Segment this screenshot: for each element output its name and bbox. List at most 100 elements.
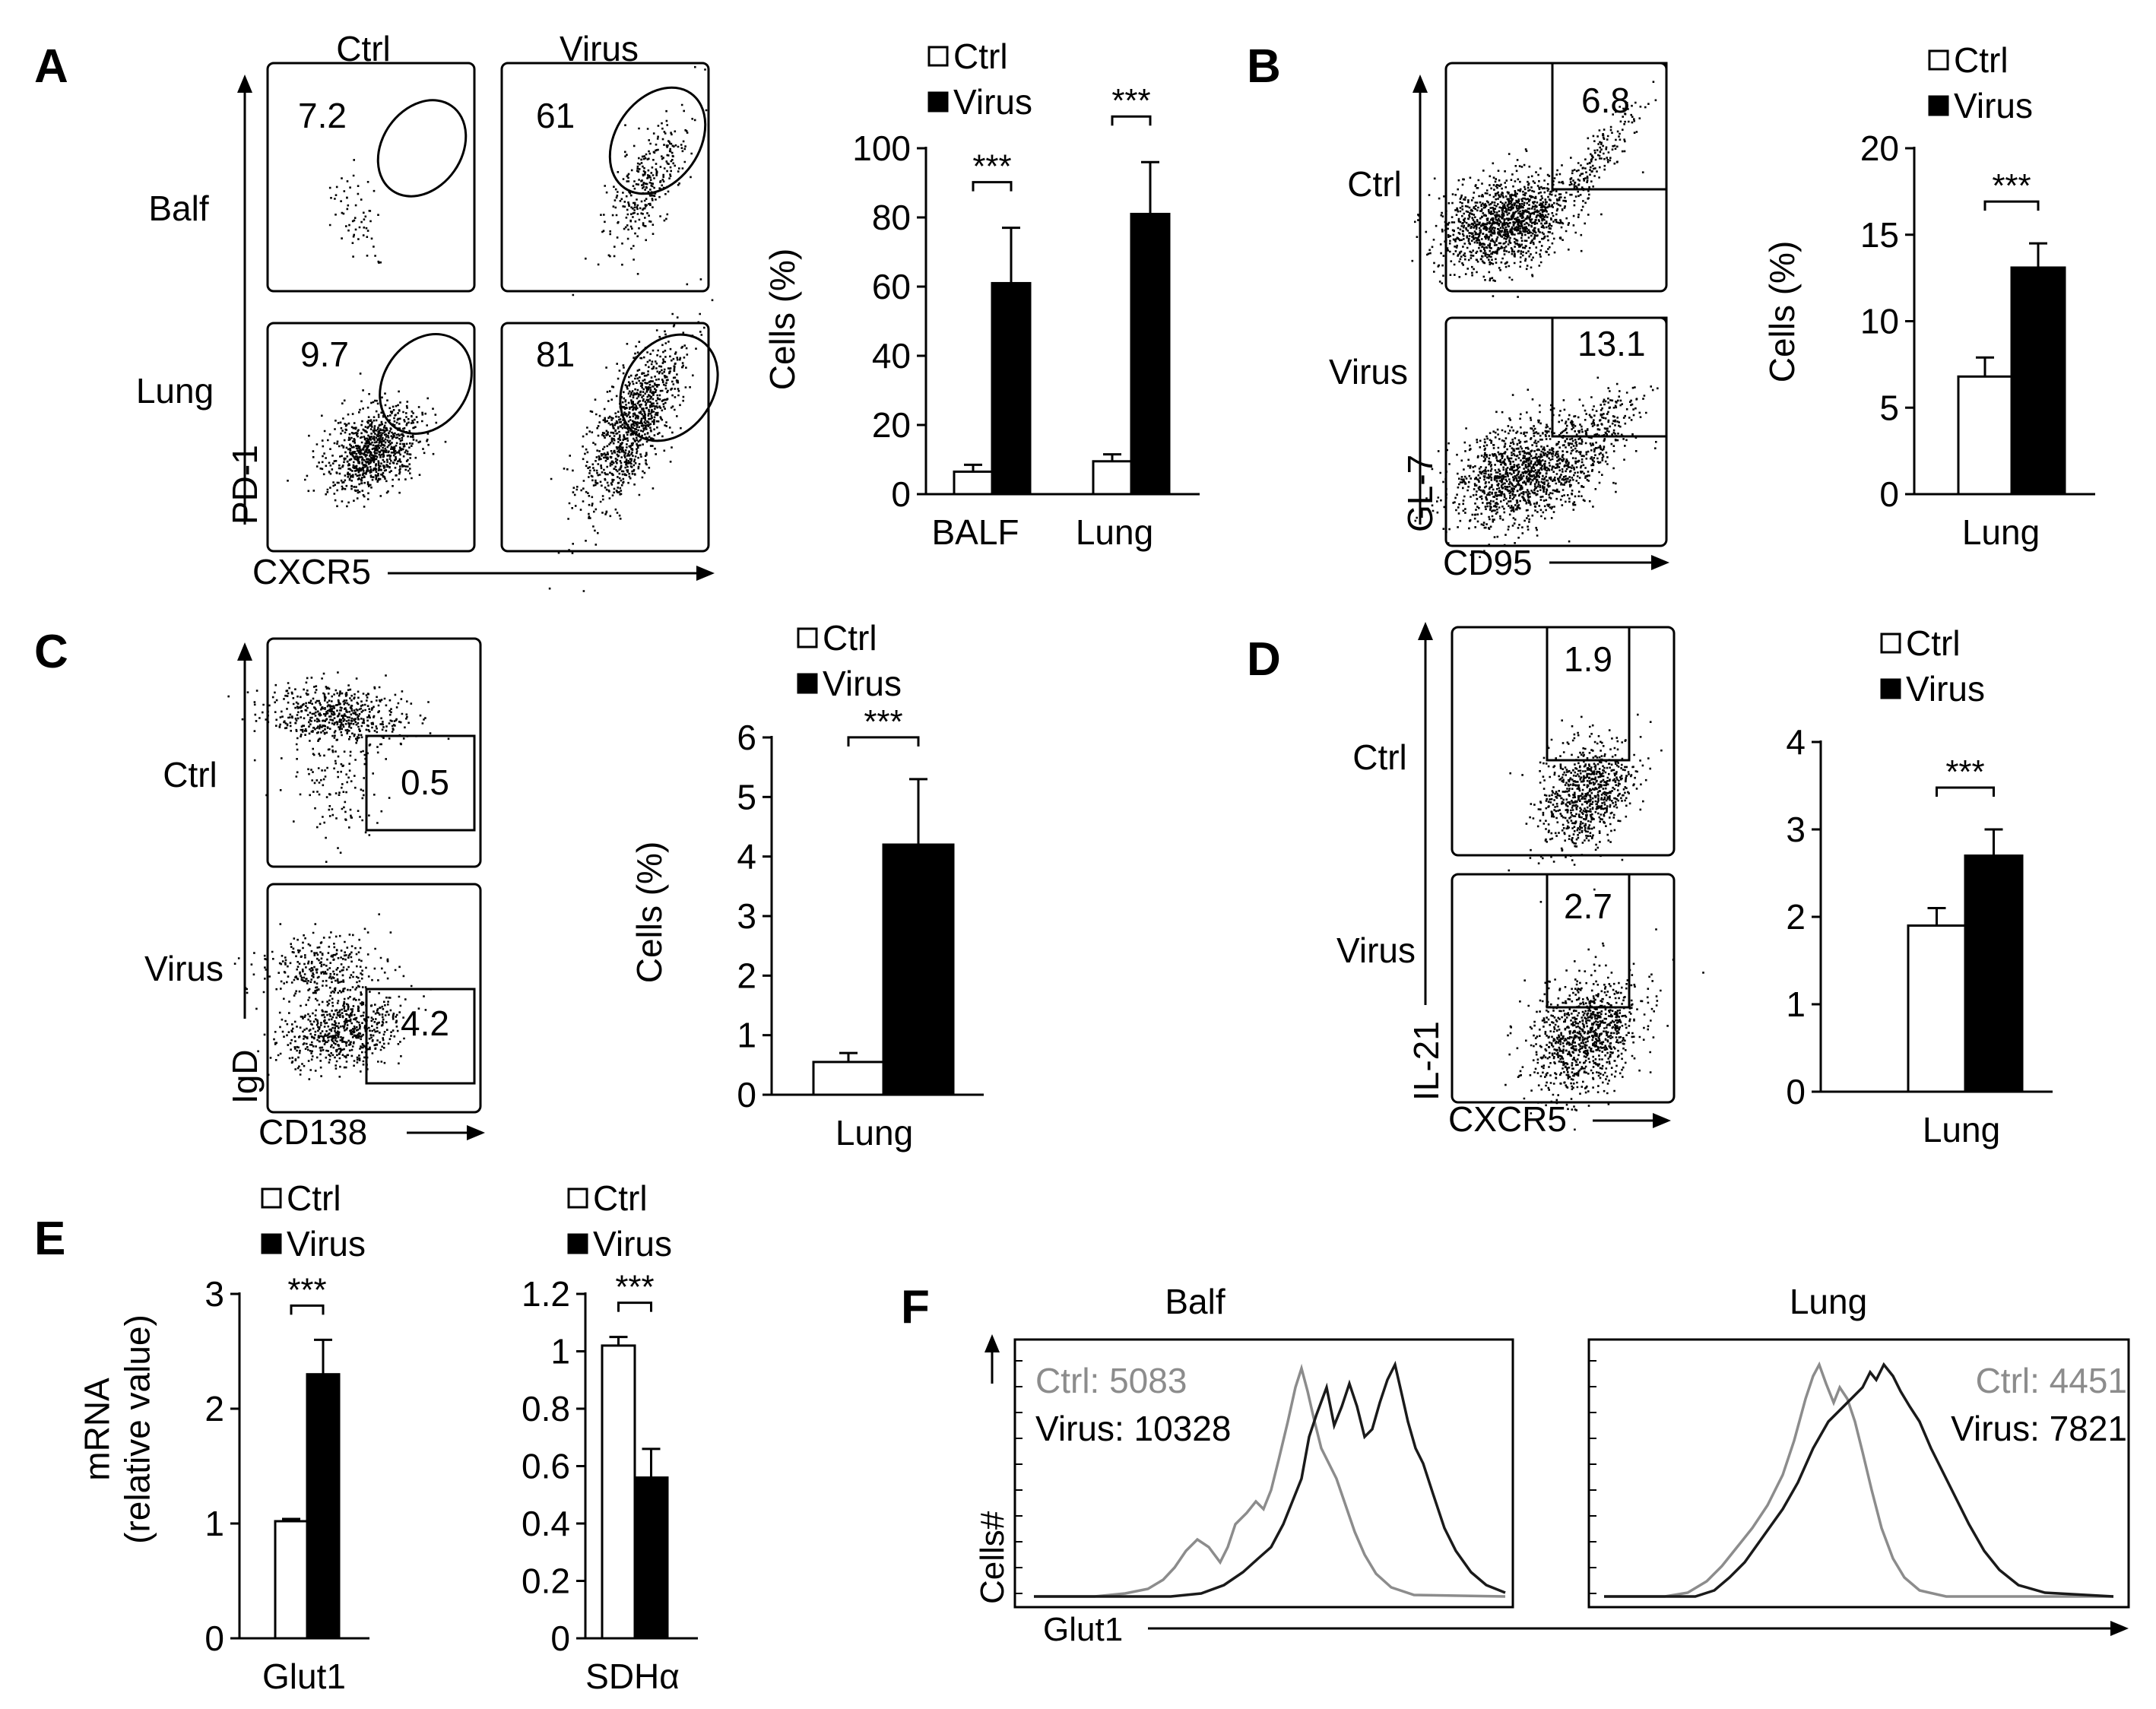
flow-d-x-axis-label: CXCR5: [1448, 1099, 1567, 1139]
panel-label-d: D: [1247, 633, 1281, 686]
y-tick-label: 60: [872, 267, 911, 306]
flow-b-gate-virus: [1551, 316, 1668, 438]
hist-lung-ctrl-curve: [1604, 1361, 2113, 1598]
flow-c-gate-value: 0.5: [401, 763, 449, 802]
significance-label: ***: [972, 148, 1011, 185]
y-tick-label: 1: [1786, 984, 1806, 1024]
legend-swatch-virus: [1880, 678, 1901, 699]
flow-a-col-ctrl: Ctrl: [336, 29, 391, 68]
y-tick-label: 0: [205, 1619, 224, 1658]
bar-virus-Glut1: [306, 1373, 341, 1640]
legend-virus-label: Virus: [593, 1224, 672, 1264]
significance-bracket: [972, 181, 1013, 192]
mrna-y-axis-label-line: (relative value): [117, 1314, 157, 1544]
flow-d-row-ctrl: Ctrl: [1352, 737, 1407, 777]
panel-label-f: F: [901, 1281, 930, 1333]
bar-ctrl-Lung: [812, 1061, 885, 1096]
flow-event-dots: [1504, 713, 1704, 1131]
legend-swatch-virus: [261, 1233, 282, 1254]
bar-virus-Lung: [1130, 212, 1171, 496]
flow-c-row-ctrl: Ctrl: [163, 755, 217, 794]
mrna-y-axis-label: mRNA(relative value): [77, 1314, 157, 1544]
flow-a-events: [287, 65, 714, 592]
flow-a-row-balf: Balf: [148, 189, 208, 228]
hist-lung-virus-curve: [1604, 1362, 2114, 1598]
significance-label: ***: [1111, 82, 1150, 119]
flow-c-plot-virus: [266, 883, 482, 1114]
flow-b-gate-ctrl: [1551, 62, 1668, 191]
flow-b-events: [1411, 81, 1659, 559]
bar-virus-BALF: [991, 281, 1032, 496]
flow-a-plot-balf-ctrl: [266, 62, 476, 293]
legend-ctrl-label: Ctrl: [1954, 40, 2009, 80]
y-tick-label: 0.4: [522, 1504, 570, 1543]
legend: Ctrl Virus: [1928, 40, 2033, 125]
legend-swatch-ctrl: [567, 1187, 588, 1209]
hist-x-axis-arrow: [1148, 1621, 2129, 1636]
flow-b-plot-ctrl: [1444, 62, 1668, 293]
flow-a-gate-value: 9.7: [300, 335, 349, 374]
y-tick-label: 0: [737, 1075, 756, 1114]
hist-balf-ctrl-curve: [1034, 1363, 1506, 1598]
flow-b-y-axis-arrow: [1412, 75, 1428, 525]
y-axis-label: Cells (%): [1762, 241, 1802, 383]
significance-label: ***: [864, 703, 902, 740]
y-tick-label: 0: [1786, 1072, 1806, 1111]
y-tick-label: 20: [872, 405, 911, 445]
flow-d-gate-value: 2.7: [1564, 886, 1612, 926]
y-tick-label: 10: [1860, 302, 1899, 341]
flow-d-events: [1504, 713, 1704, 1131]
flow-a-gate-lung-virus: [619, 333, 719, 442]
flow-d-gate-value: 1.9: [1564, 639, 1612, 679]
y-tick-label: 0.2: [522, 1562, 570, 1601]
svg-text:mRNA(relative value): mRNA(relative value): [77, 1314, 157, 1544]
y-tick-label: 15: [1860, 215, 1899, 255]
legend-swatch-virus: [927, 91, 949, 113]
legend-virus-label: Virus: [287, 1224, 366, 1264]
bar-chart-b: 0 5 10 15 20 Cells (%) *** Lung Ctrl Virus: [1762, 40, 2095, 552]
legend-swatch-ctrl: [797, 627, 818, 648]
significance-bracket: [290, 1304, 325, 1315]
y-tick-label: 3: [205, 1274, 224, 1314]
x-category-label: SDHα: [585, 1657, 680, 1696]
legend-swatch-ctrl: [261, 1187, 282, 1209]
flow-d-x-axis-arrow: [1593, 1113, 1671, 1128]
flow-a-plot-balf-virus: [500, 62, 710, 293]
x-category-label: Glut1: [262, 1657, 346, 1696]
flow-a-gate-balf-ctrl: [376, 99, 468, 198]
significance-label: ***: [1992, 167, 2031, 205]
significance-label: ***: [615, 1269, 654, 1306]
hist-ticks: [1015, 1360, 1596, 1594]
bar-virus-Lung: [1964, 854, 2024, 1093]
panel-label-b: B: [1247, 40, 1281, 93]
flow-a-plot-lung-virus: [500, 322, 710, 553]
bar-ctrl-BALF: [953, 470, 994, 496]
bar-virus-SDHα: [633, 1476, 669, 1640]
legend-virus-label: Virus: [953, 82, 1032, 122]
bar-ctrl-Lung: [1092, 460, 1133, 496]
bar-virus-Lung: [2010, 266, 2066, 496]
flow-a-gate-value: 7.2: [298, 96, 347, 135]
significance-bracket: [617, 1302, 652, 1312]
flow-a-plot-lung-ctrl: [266, 322, 476, 553]
legend: Ctrl Virus: [1880, 623, 1985, 709]
legend-swatch-ctrl: [1880, 633, 1901, 654]
y-tick-label: 1: [737, 1016, 756, 1055]
flow-c-gate-virus: [365, 988, 476, 1085]
legend-swatch-virus: [1928, 95, 1949, 116]
x-category-label: Lung: [1962, 512, 2040, 552]
y-tick-label: 2: [737, 956, 756, 995]
y-tick-label: 40: [872, 336, 911, 376]
flow-d-row-virus: Virus: [1336, 931, 1416, 970]
significance-label: ***: [287, 1271, 326, 1308]
panel-label-a: A: [34, 40, 68, 93]
hist-plot-lung: [1587, 1338, 2130, 1609]
bar-ctrl-Lung: [1957, 375, 2013, 496]
hist-y-axis-arrow: [984, 1334, 1000, 1384]
flow-c-y-axis-arrow: [237, 642, 252, 1019]
y-tick-label: 3: [737, 896, 756, 936]
legend-swatch-virus: [797, 673, 818, 694]
y-tick-label: 0.8: [522, 1389, 570, 1428]
x-category-label: Lung: [1923, 1110, 2000, 1149]
flow-a-gate-value: 81: [536, 335, 575, 374]
